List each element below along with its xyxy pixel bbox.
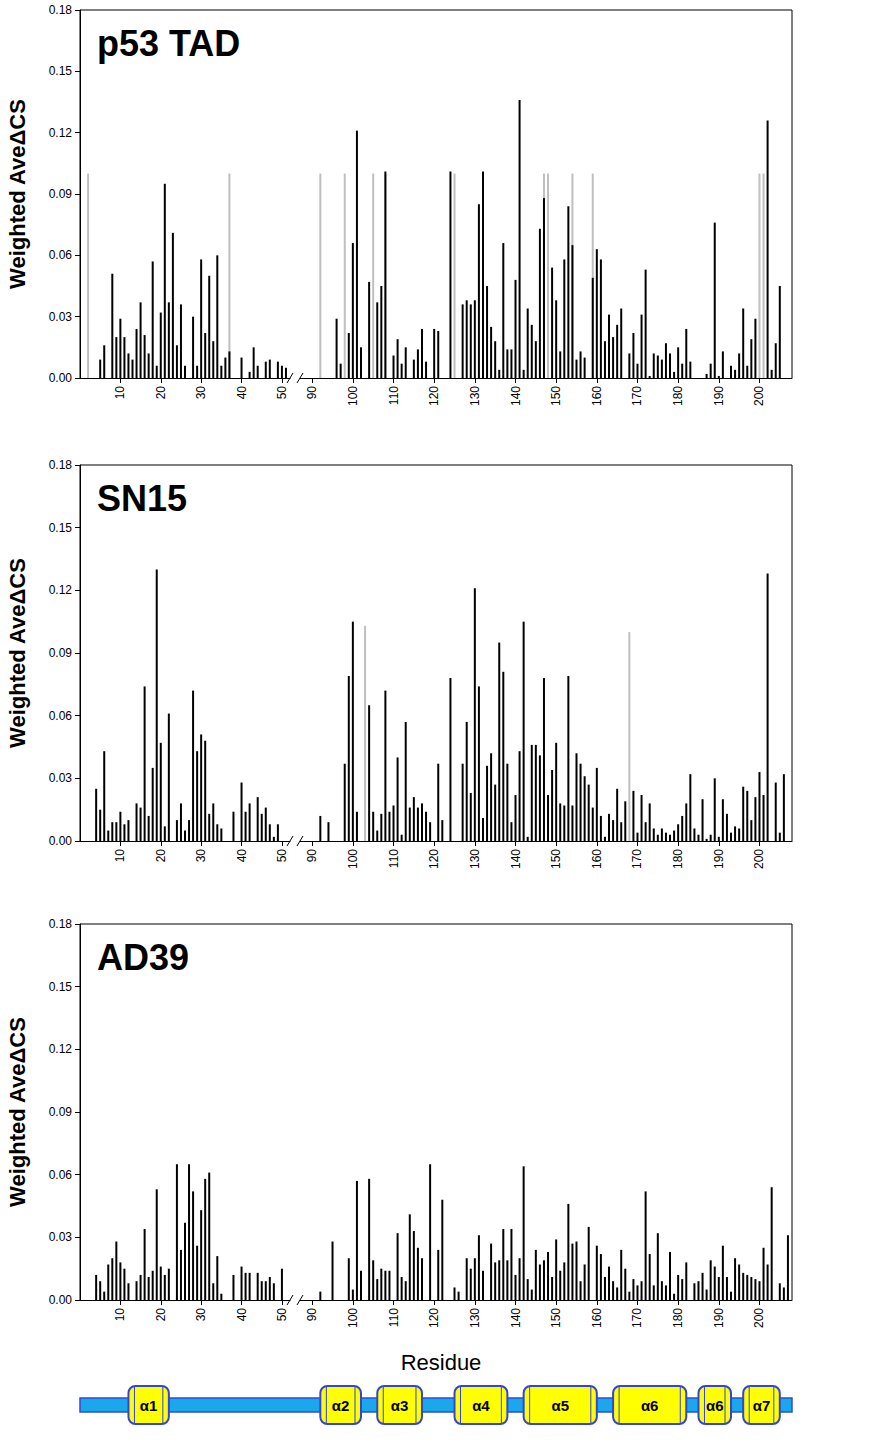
svg-text:150: 150: [549, 1308, 563, 1328]
svg-text:170: 170: [630, 1308, 644, 1328]
svg-text:0.03: 0.03: [49, 310, 73, 324]
svg-text:140: 140: [509, 849, 523, 869]
svg-text:50: 50: [275, 1308, 289, 1322]
svg-text:160: 160: [590, 386, 604, 406]
svg-text:0.12: 0.12: [49, 126, 73, 140]
svg-text:170: 170: [630, 849, 644, 869]
svg-text:10: 10: [113, 386, 127, 400]
svg-text:90: 90: [305, 849, 319, 863]
svg-text:30: 30: [194, 1308, 208, 1322]
svg-text:30: 30: [194, 849, 208, 863]
svg-text:190: 190: [712, 849, 726, 869]
svg-text:SN15: SN15: [97, 478, 187, 519]
svg-text:20: 20: [154, 849, 168, 863]
svg-text:0.06: 0.06: [49, 248, 73, 262]
svg-text:α2: α2: [332, 1397, 350, 1414]
svg-text:0.06: 0.06: [49, 709, 73, 723]
svg-text:40: 40: [235, 386, 249, 400]
svg-text:0.18: 0.18: [49, 3, 73, 17]
svg-text:110: 110: [387, 1308, 401, 1327]
svg-text:0.15: 0.15: [49, 64, 73, 78]
svg-text:100: 100: [346, 849, 360, 869]
svg-text:150: 150: [549, 849, 563, 869]
svg-text:α6: α6: [641, 1397, 659, 1414]
svg-text:10: 10: [113, 1308, 127, 1322]
svg-text:180: 180: [671, 1308, 685, 1328]
svg-text:0.12: 0.12: [49, 583, 73, 597]
svg-text:p53 TAD: p53 TAD: [97, 23, 240, 64]
svg-text:160: 160: [590, 849, 604, 869]
svg-text:100: 100: [346, 386, 360, 406]
svg-text:α4: α4: [472, 1397, 490, 1414]
svg-text:50: 50: [275, 849, 289, 863]
svg-text:50: 50: [275, 386, 289, 400]
svg-text:0.15: 0.15: [49, 980, 73, 994]
svg-text:α7: α7: [753, 1397, 771, 1414]
svg-text:0.09: 0.09: [49, 187, 73, 201]
svg-text:20: 20: [154, 386, 168, 400]
svg-text:190: 190: [712, 386, 726, 406]
svg-text:190: 190: [712, 1308, 726, 1328]
svg-text:110: 110: [387, 386, 401, 405]
svg-text:α5: α5: [551, 1397, 569, 1414]
svg-text:α3: α3: [391, 1397, 409, 1414]
svg-text:170: 170: [630, 386, 644, 406]
svg-text:Residue: Residue: [401, 1350, 482, 1375]
svg-text:130: 130: [468, 1308, 482, 1328]
svg-text:AD39: AD39: [97, 937, 189, 978]
svg-text:0.09: 0.09: [49, 1105, 73, 1119]
svg-text:120: 120: [427, 849, 441, 869]
svg-text:Weighted AveΔCS: Weighted AveΔCS: [5, 99, 30, 289]
svg-text:0.00: 0.00: [49, 371, 73, 385]
svg-text:130: 130: [468, 386, 482, 406]
svg-text:90: 90: [305, 386, 319, 400]
svg-text:100: 100: [346, 1308, 360, 1328]
svg-text:180: 180: [671, 386, 685, 406]
svg-text:0.15: 0.15: [49, 521, 73, 535]
svg-text:160: 160: [590, 1308, 604, 1328]
svg-text:130: 130: [468, 849, 482, 869]
svg-text:α6: α6: [706, 1397, 724, 1414]
svg-text:20: 20: [154, 1308, 168, 1322]
svg-text:α1: α1: [140, 1397, 158, 1414]
svg-text:0.18: 0.18: [49, 458, 73, 472]
svg-text:30: 30: [194, 386, 208, 400]
svg-text:140: 140: [509, 386, 523, 406]
svg-text:90: 90: [305, 1308, 319, 1322]
svg-text:0.06: 0.06: [49, 1168, 73, 1182]
svg-text:120: 120: [427, 1308, 441, 1328]
svg-text:Weighted AveΔCS: Weighted AveΔCS: [5, 1017, 30, 1207]
svg-text:10: 10: [113, 849, 127, 863]
svg-text:0.00: 0.00: [49, 1293, 73, 1307]
svg-text:Weighted AveΔCS: Weighted AveΔCS: [5, 558, 30, 748]
svg-text:40: 40: [235, 849, 249, 863]
svg-text:120: 120: [427, 386, 441, 406]
svg-text:150: 150: [549, 386, 563, 406]
svg-text:0.09: 0.09: [49, 646, 73, 660]
svg-text:200: 200: [752, 1308, 766, 1328]
svg-text:180: 180: [671, 849, 685, 869]
svg-text:200: 200: [752, 849, 766, 869]
svg-text:40: 40: [235, 1308, 249, 1322]
svg-text:0.18: 0.18: [49, 917, 73, 931]
svg-text:0.12: 0.12: [49, 1042, 73, 1056]
svg-text:200: 200: [752, 386, 766, 406]
svg-text:0.03: 0.03: [49, 1230, 73, 1244]
svg-text:110: 110: [387, 849, 401, 868]
svg-text:0.03: 0.03: [49, 771, 73, 785]
svg-text:140: 140: [509, 1308, 523, 1328]
svg-text:0.00: 0.00: [49, 834, 73, 848]
